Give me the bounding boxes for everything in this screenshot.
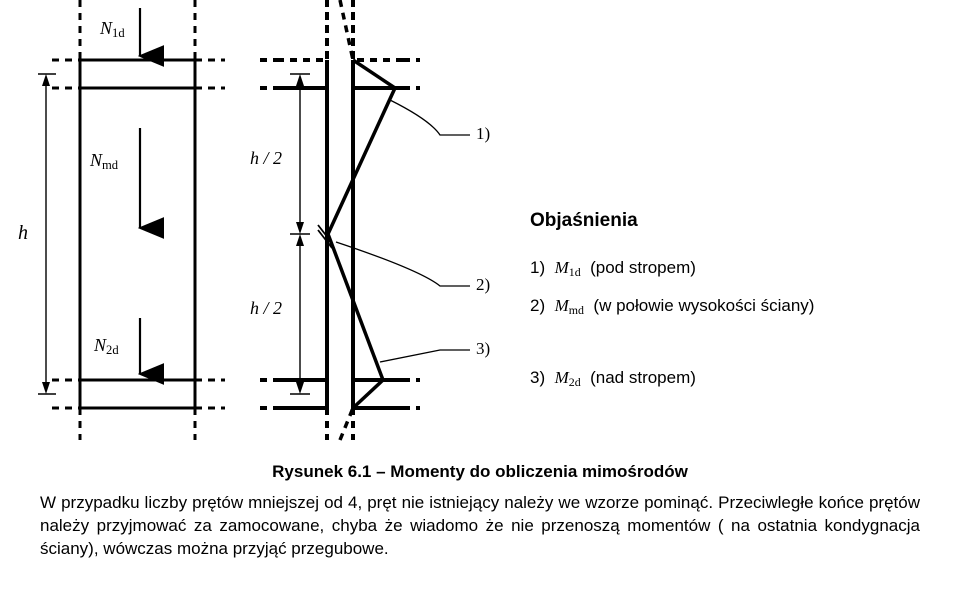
legend-3: 3) M2d (nad stropem) — [530, 364, 910, 391]
callout-1: 1) — [476, 124, 490, 144]
callout-3: 3) — [476, 339, 490, 359]
h-label: h — [18, 222, 28, 245]
legend-2: 2) Mmd (w połowie wysokości ściany) — [530, 292, 860, 319]
body-paragraph: W przypadku liczby prętów mniejszej od 4… — [40, 492, 920, 561]
h2-top-label: h / 2 — [250, 148, 282, 169]
middle-section — [260, 0, 420, 440]
h2-bot-label: h / 2 — [250, 298, 282, 319]
legend-title: Objaśnienia — [530, 210, 638, 232]
n1d-label: N1d — [100, 18, 125, 39]
page-root: h N1d Nmd N2d h / 2 h / 2 1) 2) 3) Objaś… — [0, 0, 960, 603]
legend-1: 1) M1d (pod stropem) — [530, 254, 910, 281]
left-section — [38, 0, 225, 440]
callouts — [336, 100, 470, 362]
figure-caption: Rysunek 6.1 – Momenty do obliczenia mimo… — [0, 462, 960, 482]
callout-2: 2) — [476, 275, 490, 295]
n2d-label: N2d — [94, 335, 119, 356]
nmd-label: Nmd — [90, 150, 118, 171]
